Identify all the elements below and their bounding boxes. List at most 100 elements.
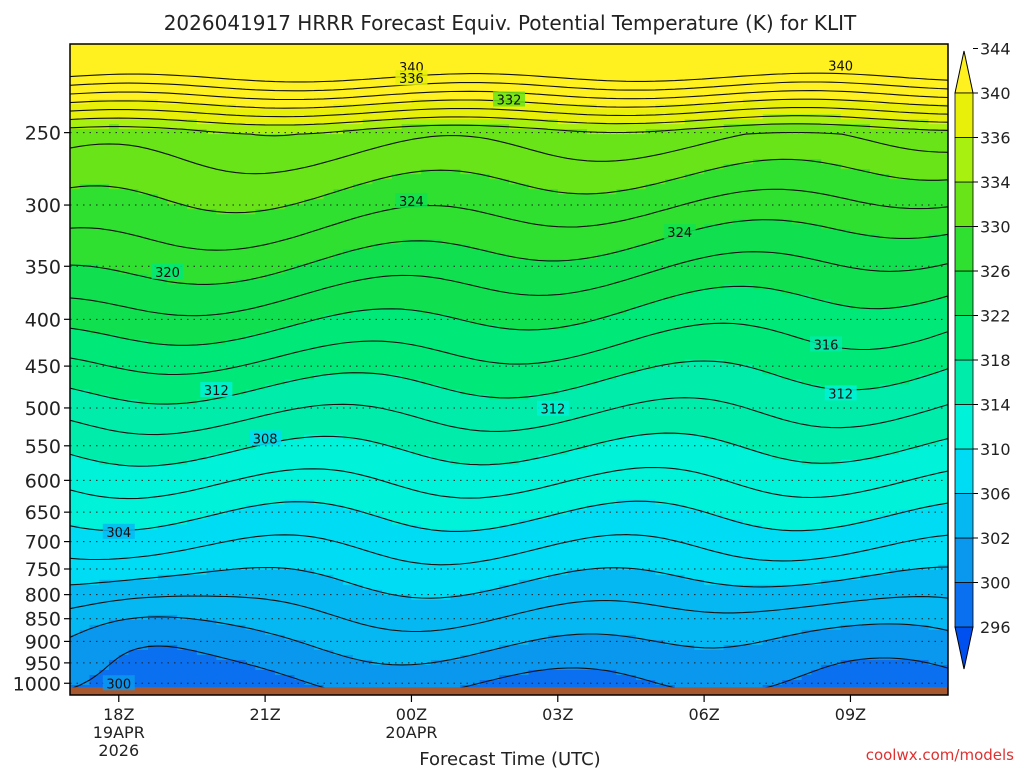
field-cell bbox=[372, 264, 383, 270]
field-cell bbox=[596, 64, 608, 70]
field-cell bbox=[430, 154, 442, 160]
field-cell bbox=[567, 64, 578, 70]
field-cell bbox=[713, 159, 725, 165]
field-cell bbox=[674, 314, 686, 321]
field-cell bbox=[762, 234, 773, 240]
field-cell bbox=[460, 319, 471, 326]
field-cell bbox=[489, 159, 500, 165]
field-cell bbox=[596, 159, 608, 165]
field-cell bbox=[196, 219, 208, 225]
field-cell bbox=[811, 309, 822, 316]
field-cell bbox=[762, 99, 773, 105]
field-cell bbox=[177, 219, 188, 225]
field-cell bbox=[694, 169, 705, 175]
field-cell bbox=[313, 109, 325, 115]
field-cell bbox=[352, 59, 364, 65]
field-cell bbox=[918, 169, 930, 175]
field-cell bbox=[938, 59, 948, 65]
field-cell bbox=[362, 89, 374, 95]
field-cell bbox=[440, 234, 452, 240]
field-cell bbox=[235, 84, 247, 90]
field-cell bbox=[694, 289, 705, 295]
field-cell bbox=[157, 194, 169, 200]
field-cell bbox=[567, 204, 578, 210]
field-cell bbox=[128, 104, 139, 110]
field-cell bbox=[684, 84, 695, 90]
field-cell bbox=[860, 229, 871, 235]
field-cell bbox=[284, 279, 295, 285]
field-cell bbox=[128, 149, 139, 155]
field-cell bbox=[645, 64, 656, 70]
field-cell bbox=[782, 114, 793, 120]
field-cell bbox=[684, 244, 695, 250]
field-cell bbox=[616, 114, 627, 120]
field-cell bbox=[879, 84, 891, 90]
field-cell bbox=[343, 284, 354, 290]
field-cell bbox=[79, 229, 91, 235]
field-cell bbox=[860, 214, 871, 220]
field-cell bbox=[294, 259, 305, 265]
field-cell bbox=[567, 284, 578, 290]
field-cell bbox=[606, 139, 617, 145]
field-cell bbox=[157, 309, 169, 316]
field-cell bbox=[157, 294, 169, 300]
field-cell bbox=[148, 294, 159, 300]
field-cell bbox=[645, 204, 656, 210]
field-cell bbox=[782, 189, 793, 195]
field-cell bbox=[791, 184, 803, 190]
field-cell bbox=[323, 289, 334, 295]
field-cell bbox=[606, 299, 617, 305]
field-cell bbox=[606, 69, 617, 75]
field-cell bbox=[333, 109, 344, 115]
field-cell bbox=[674, 49, 686, 55]
field-cell bbox=[99, 319, 110, 326]
field-cell bbox=[830, 234, 842, 240]
field-cell bbox=[850, 224, 861, 230]
field-cell bbox=[918, 254, 930, 260]
field-cell bbox=[450, 304, 461, 311]
field-cell bbox=[362, 219, 374, 225]
field-cell bbox=[284, 99, 295, 105]
field-cell bbox=[304, 94, 315, 100]
field-cell bbox=[499, 189, 510, 195]
field-cell bbox=[323, 224, 334, 230]
field-cell bbox=[284, 314, 295, 321]
field-cell bbox=[850, 174, 861, 180]
field-cell bbox=[538, 84, 549, 90]
field-cell bbox=[70, 204, 81, 210]
field-cell bbox=[89, 119, 100, 125]
field-cell bbox=[294, 149, 305, 155]
field-cell bbox=[665, 174, 676, 180]
field-cell bbox=[528, 64, 539, 70]
field-cell bbox=[528, 74, 539, 80]
field-cell bbox=[577, 74, 588, 80]
field-cell bbox=[216, 179, 227, 185]
field-cell bbox=[294, 159, 305, 165]
field-cell bbox=[294, 69, 305, 75]
field-cell bbox=[99, 139, 110, 145]
field-cell bbox=[723, 254, 734, 260]
field-cell bbox=[743, 89, 754, 95]
field-cell bbox=[528, 94, 539, 100]
field-cell bbox=[109, 74, 120, 80]
field-cell bbox=[713, 114, 725, 120]
field-cell bbox=[821, 129, 832, 135]
field-cell bbox=[860, 184, 871, 190]
field-cell bbox=[762, 259, 773, 265]
field-cell bbox=[791, 134, 803, 140]
field-cell bbox=[167, 94, 178, 100]
field-cell bbox=[889, 209, 900, 215]
field-cell bbox=[899, 204, 910, 210]
field-cell bbox=[274, 234, 286, 240]
field-cell bbox=[567, 184, 578, 190]
field-cell bbox=[626, 169, 637, 175]
field-cell bbox=[187, 209, 198, 215]
field-cell bbox=[889, 179, 900, 185]
field-cell bbox=[811, 114, 822, 120]
field-cell bbox=[196, 224, 208, 230]
field-cell bbox=[567, 149, 578, 155]
field-cell bbox=[499, 219, 510, 225]
field-cell bbox=[352, 294, 364, 300]
field-cell bbox=[733, 264, 744, 270]
field-cell bbox=[79, 174, 91, 180]
